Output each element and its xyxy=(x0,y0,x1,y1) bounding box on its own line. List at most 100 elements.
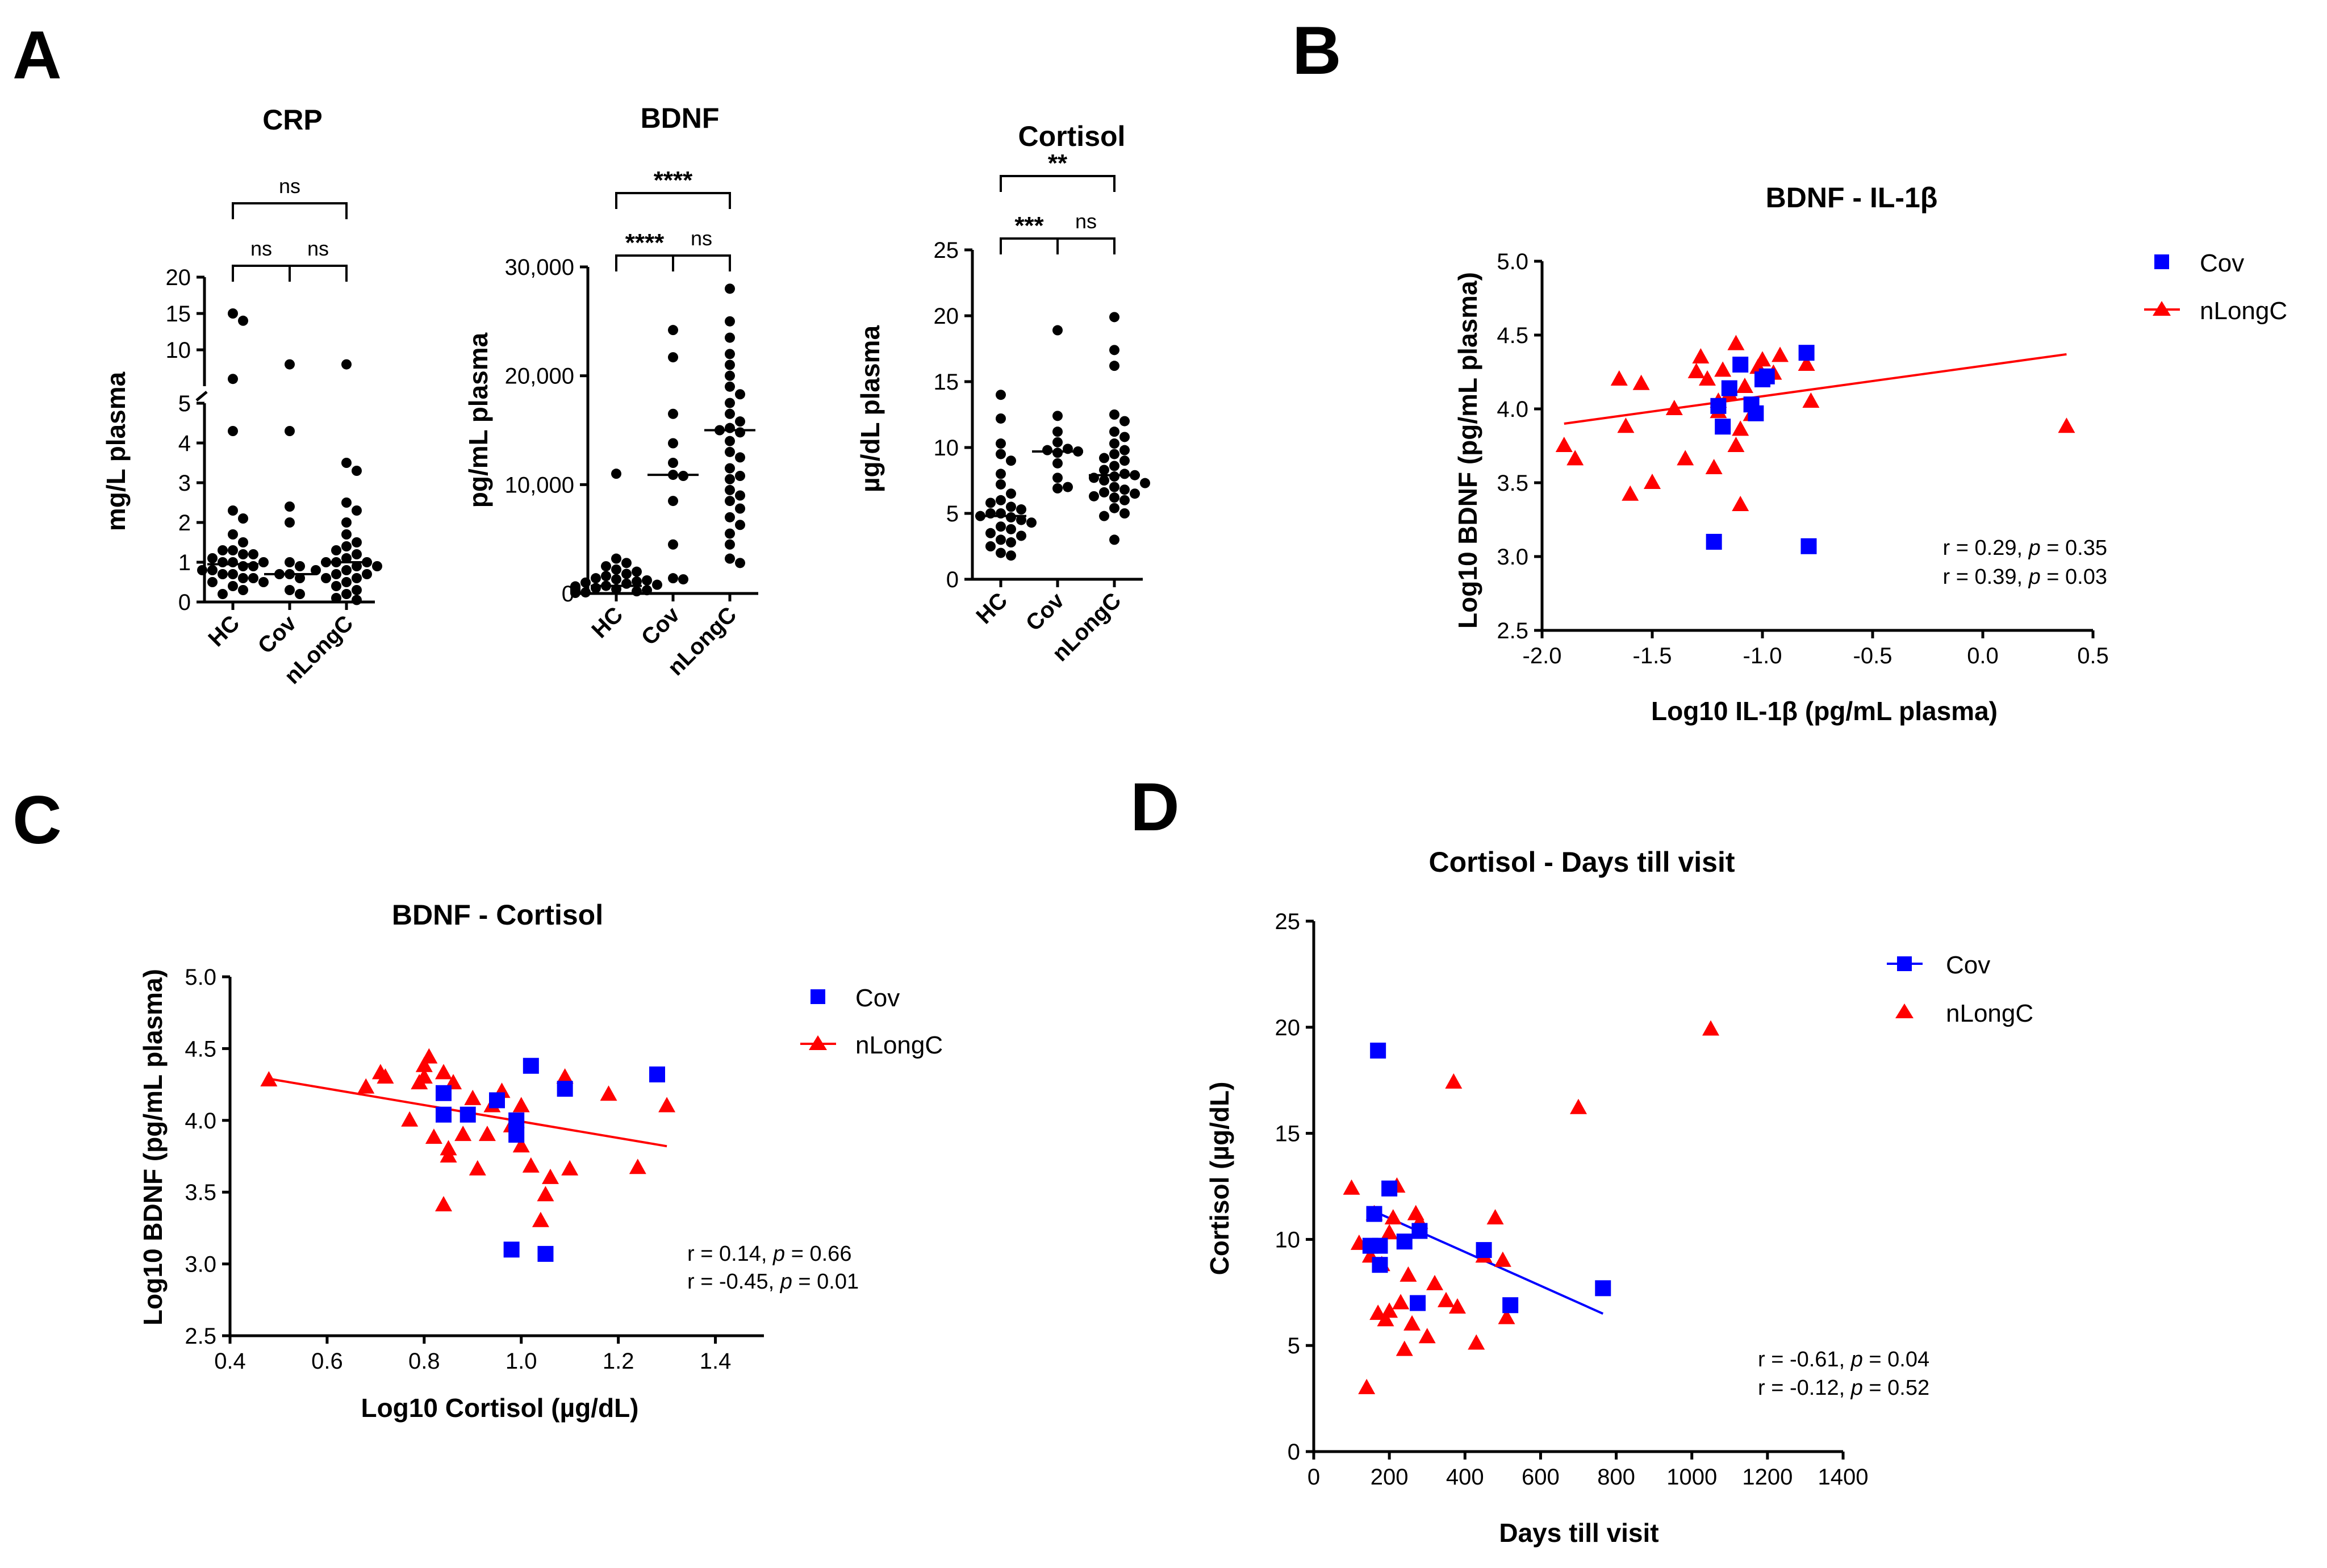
b-title: BDNF - IL-1β xyxy=(1766,182,1938,214)
d-point-nlongc xyxy=(1403,1315,1421,1331)
d-x-tick-label: 0 xyxy=(1307,1465,1320,1490)
a3-data-point xyxy=(1063,482,1073,492)
a1-data-point xyxy=(295,561,305,571)
a1-y-tick-label: 0 xyxy=(178,590,191,615)
a1-data-point xyxy=(352,466,362,476)
d-point-nlongc xyxy=(1343,1179,1360,1195)
a2-data-point xyxy=(580,587,591,598)
b-point-nlongc xyxy=(1754,351,1771,367)
a2-data-point xyxy=(611,553,621,564)
a1-data-point xyxy=(352,573,362,583)
d-point-cov xyxy=(1411,1223,1428,1239)
a2-data-point xyxy=(725,408,735,419)
c-point-nlongc xyxy=(435,1195,452,1211)
a3-data-point xyxy=(996,390,1006,400)
a1-data-point xyxy=(238,513,248,524)
b-point-nlongc xyxy=(1566,450,1584,466)
a3-significance-label: ns xyxy=(1075,210,1097,233)
c-point-nlongc xyxy=(440,1147,457,1163)
d-point-nlongc xyxy=(1494,1251,1511,1267)
c-x-tick-label: 0.8 xyxy=(408,1349,440,1374)
a2-data-point xyxy=(725,528,735,539)
c-point-cov xyxy=(508,1127,525,1143)
d-point-cov xyxy=(1362,1237,1378,1254)
a1-data-point xyxy=(248,549,258,559)
a1-data-point xyxy=(341,553,352,563)
c-point-cov xyxy=(459,1106,476,1123)
a1-data-point xyxy=(311,565,321,575)
b-point-nlongc xyxy=(1699,370,1716,386)
b-point-nlongc xyxy=(1687,363,1705,378)
b-point-nlongc xyxy=(1617,417,1635,433)
b-legend-nlongc-marker xyxy=(2153,301,2171,316)
a3-data-point xyxy=(1006,501,1016,512)
a3-y-tick-label: 20 xyxy=(934,304,959,329)
c-point-nlongc xyxy=(401,1111,419,1127)
b-x-tick-label: 0.5 xyxy=(2077,643,2109,668)
a1-data-point xyxy=(238,585,248,595)
a3-data-point xyxy=(1099,511,1109,521)
a3-data-point xyxy=(1109,482,1119,492)
a2-data-point xyxy=(611,564,621,575)
crp-title: CRP xyxy=(262,104,323,136)
a1-y-tick-label: 10 xyxy=(166,338,191,363)
a1-data-point xyxy=(341,541,352,551)
d-point-nlongc xyxy=(1358,1378,1376,1394)
a2-data-point xyxy=(725,553,735,564)
c-point-cov xyxy=(489,1092,505,1109)
d-legend-nlongc-label: nLongC xyxy=(1946,1000,2033,1027)
b-point-cov xyxy=(1748,405,1764,421)
a2-data-point xyxy=(668,539,678,550)
c-point-nlongc xyxy=(425,1128,442,1144)
c-legend-cov-label: Cov xyxy=(855,984,900,1012)
a1-data-point xyxy=(331,569,341,579)
b-point-nlongc xyxy=(1610,370,1628,386)
c-point-nlongc xyxy=(556,1068,574,1084)
a2-data-point xyxy=(735,452,745,463)
c-point-cov xyxy=(557,1081,573,1097)
a3-significance-label: *** xyxy=(1014,212,1044,240)
d-x-tick-label: 1400 xyxy=(1818,1465,1869,1490)
a2-data-point xyxy=(601,571,611,582)
d-x-tick-label: 800 xyxy=(1597,1465,1635,1490)
d-point-cov xyxy=(1476,1242,1492,1258)
a3-data-point xyxy=(996,495,1006,505)
a2-data-point xyxy=(591,583,601,593)
a2-significance-label: ns xyxy=(691,227,712,250)
a3-data-point xyxy=(996,449,1006,459)
b-point-nlongc xyxy=(1736,378,1753,393)
a2-data-point xyxy=(632,566,642,577)
d-point-nlongc xyxy=(1426,1274,1444,1290)
panel-label-d: D xyxy=(1130,769,1180,845)
c-x-tick-label: 0.4 xyxy=(214,1349,246,1374)
a3-y-tick-label: 25 xyxy=(934,238,959,263)
a3-data-point xyxy=(1109,427,1119,437)
c-point-nlongc xyxy=(561,1160,579,1176)
b-point-nlongc xyxy=(1727,334,1745,350)
c-stat-cov: r = 0.14, p = 0.66 xyxy=(687,1242,851,1266)
d-point-cov xyxy=(1410,1295,1426,1311)
a3-data-point xyxy=(996,469,1006,479)
d-y-tick-label: 15 xyxy=(1275,1122,1301,1147)
a3-data-point xyxy=(1052,325,1063,336)
b-point-nlongc xyxy=(1714,361,1732,377)
a3-data-point xyxy=(1006,488,1016,499)
c-point-cov xyxy=(508,1112,525,1128)
a3-data-point xyxy=(1109,361,1119,371)
a3-data-point xyxy=(1109,345,1119,356)
a3-data-point xyxy=(985,528,996,538)
a3-data-point xyxy=(1109,471,1119,482)
b-point-cov xyxy=(1798,345,1815,361)
b-point-nlongc xyxy=(2058,417,2075,433)
c-point-cov xyxy=(436,1085,452,1101)
a3-data-point xyxy=(1109,461,1119,471)
b-point-nlongc xyxy=(1644,474,1661,489)
a1-data-point xyxy=(341,577,352,587)
a1-data-point xyxy=(228,308,238,319)
a3-data-point xyxy=(1006,455,1016,466)
a2-data-point xyxy=(725,423,735,433)
d-x-tick-label: 1000 xyxy=(1666,1465,1717,1490)
b-x-tick-label: 0.0 xyxy=(1967,643,1999,668)
c-point-nlongc xyxy=(542,1168,559,1184)
c-y-tick-label: 3.5 xyxy=(185,1180,216,1205)
